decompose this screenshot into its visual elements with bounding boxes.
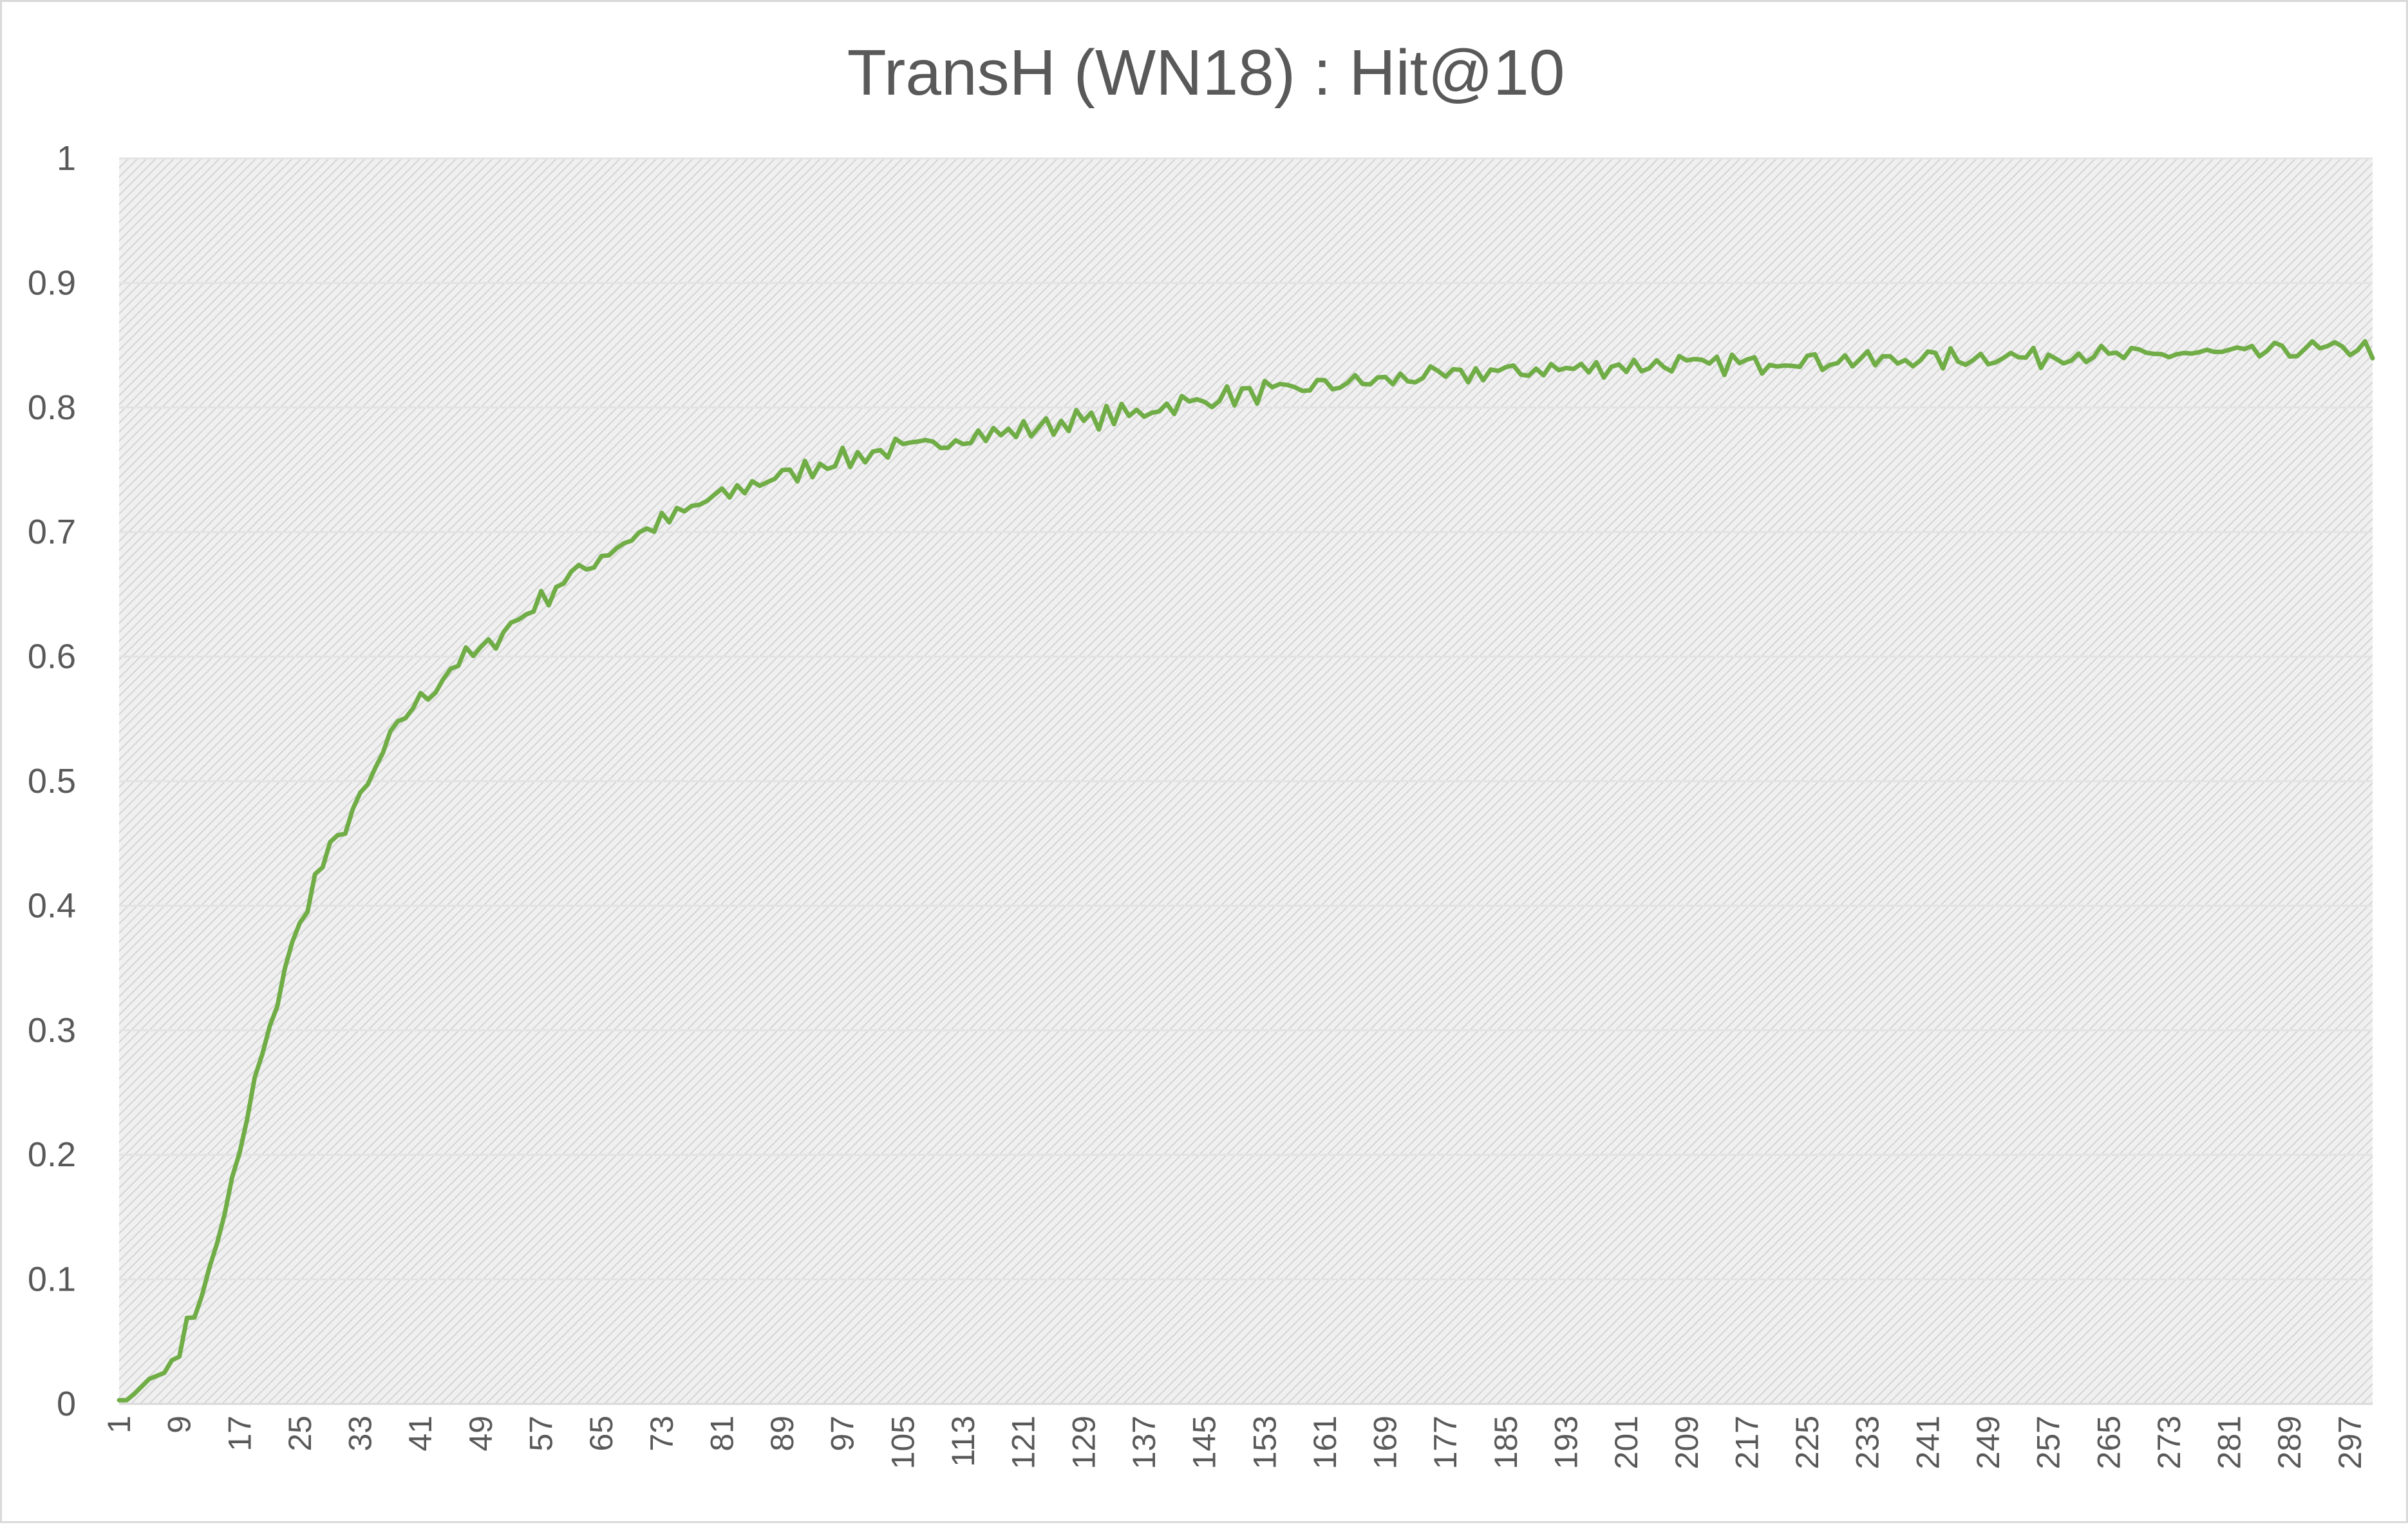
y-tick-label: 0.3	[28, 1011, 76, 1050]
x-tick-label: 225	[1789, 1416, 1825, 1469]
x-tick-label: 241	[1910, 1416, 1946, 1469]
x-tick-label: 25	[282, 1416, 318, 1452]
chart-title: TransH (WN18) : Hit@10	[847, 37, 1565, 109]
x-tick-label: 145	[1187, 1416, 1223, 1469]
y-tick-label: 0.9	[28, 263, 76, 302]
x-tick-label: 281	[2212, 1416, 2248, 1469]
x-tick-label: 137	[1126, 1416, 1162, 1469]
x-tick-label: 129	[1066, 1416, 1102, 1469]
x-tick-label: 89	[764, 1416, 800, 1452]
x-tick-label: 265	[2091, 1416, 2127, 1469]
y-tick-label: 0.4	[28, 886, 76, 925]
x-tick-label: 105	[885, 1416, 921, 1469]
x-tick-label: 161	[1307, 1416, 1343, 1469]
x-tick-label: 65	[583, 1416, 619, 1452]
y-tick-label: 0.5	[28, 762, 76, 800]
x-tick-label: 73	[644, 1416, 680, 1452]
x-tick-label: 9	[162, 1416, 198, 1434]
x-tick-label: 185	[1488, 1416, 1524, 1469]
x-tick-label: 113	[945, 1416, 981, 1467]
x-tick-label: 297	[2332, 1416, 2368, 1469]
x-tick-label: 57	[523, 1416, 560, 1452]
x-tick-label: 169	[1368, 1416, 1404, 1469]
series-line-0	[117, 339, 2375, 1403]
x-tick-label: 273	[2151, 1416, 2187, 1469]
x-tick-label: 81	[704, 1416, 740, 1452]
x-tick-label: 41	[402, 1416, 438, 1452]
x-tick-label: 121	[1006, 1416, 1042, 1469]
x-tick-label: 289	[2272, 1416, 2308, 1469]
x-tick-label: 193	[1548, 1416, 1584, 1469]
x-tick-label: 201	[1608, 1416, 1644, 1469]
y-tick-label: 0.6	[28, 638, 76, 676]
y-tick-label: 0.1	[28, 1260, 76, 1299]
x-tick-label: 97	[825, 1416, 861, 1452]
x-tick-label: 257	[2031, 1416, 2067, 1469]
x-tick-label: 49	[463, 1416, 499, 1452]
y-tick-label: 1	[57, 139, 76, 178]
y-tick-label: 0.8	[28, 388, 76, 427]
x-tick-label: 153	[1246, 1416, 1283, 1469]
x-tick-label: 217	[1729, 1416, 1765, 1469]
x-tick-label: 177	[1427, 1416, 1463, 1469]
x-tick-label: 33	[343, 1416, 379, 1452]
x-tick-label: 233	[1850, 1416, 1886, 1469]
x-tick-label: 209	[1669, 1416, 1705, 1469]
y-tick-label: 0	[57, 1385, 76, 1423]
y-tick-label: 0.2	[28, 1135, 76, 1174]
y-tick-label: 0.7	[28, 513, 76, 551]
x-tick-label: 17	[221, 1416, 258, 1452]
x-tick-label: 249	[1970, 1416, 2006, 1469]
x-tick-label: 1	[101, 1416, 137, 1434]
